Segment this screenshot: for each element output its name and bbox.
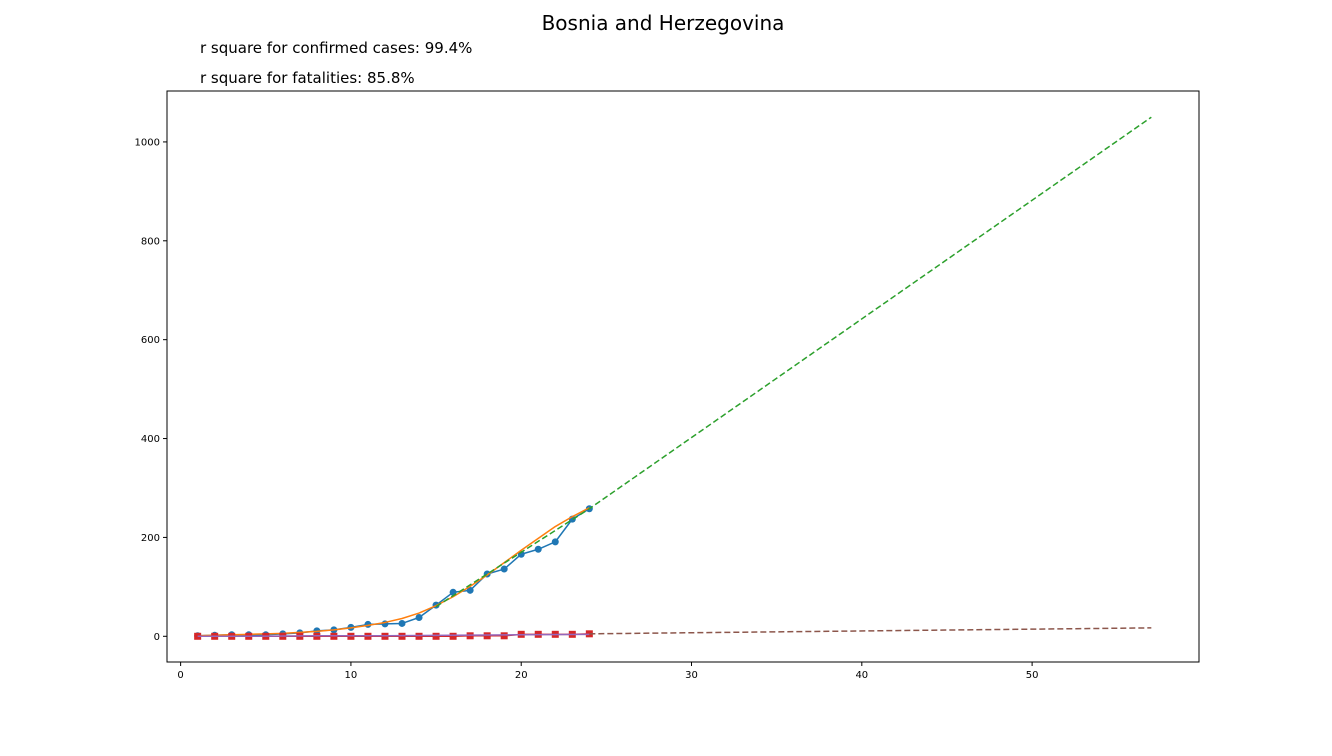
axis-ticks: 0 10 20 30 40 50 0 200 400 600 800 1000 [135,137,1039,681]
chart-title: Bosnia and Herzegovina [542,11,785,35]
data-point-confirmed-observed [534,545,542,553]
r-square-fatalities-note: r square for fatalities: 85.8% [200,69,415,87]
series-line-confirmed-fit [197,507,590,637]
r-square-confirmed-note: r square for confirmed cases: 99.4% [200,39,472,57]
series-line-confirmed-observed [197,508,590,637]
data-point-confirmed-observed [415,614,423,622]
x-tick-label: 30 [685,670,698,681]
data-point-fatalities-observed [500,632,508,640]
y-tick-label: 800 [141,236,160,247]
axes-frame [166,90,1200,663]
data-point-fatalities-observed [449,632,457,640]
data-point-confirmed-observed [398,619,406,627]
x-tick-label: 40 [855,670,868,681]
data-point-confirmed-observed [466,586,474,594]
y-tick-label: 1000 [135,137,160,148]
y-tick-label: 600 [141,335,160,346]
series-line-fatalities-fit [197,633,590,638]
y-tick-label: 200 [141,533,160,544]
x-tick-label: 50 [1026,670,1039,681]
x-tick-label: 20 [515,670,528,681]
y-tick-label: 400 [141,434,160,445]
y-tick-label: 0 [154,632,160,643]
data-point-fatalities-observed [585,630,593,638]
x-tick-label: 0 [177,670,183,681]
plot-area [194,116,1152,640]
series-line-fatalities-projection [589,627,1152,635]
series-line-confirmed-projection [435,116,1152,608]
data-point-confirmed-observed [551,538,559,546]
x-tick-label: 10 [345,670,358,681]
data-point-fatalities-observed [432,632,440,640]
data-point-confirmed-observed [500,565,508,573]
